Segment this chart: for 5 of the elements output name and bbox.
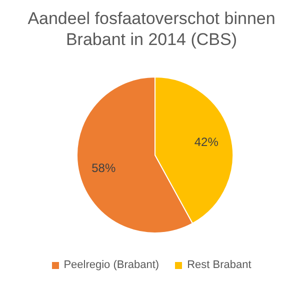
data-label: 42% [194,134,219,149]
legend-label: Peelregio (Brabant) [62,259,160,271]
data-label: 58% [92,161,116,176]
legend-label: Rest Brabant [186,259,252,271]
chart-title: Aandeel fosfaatoverschot binnen Brabant in 2014 (CBS) [26,8,276,50]
